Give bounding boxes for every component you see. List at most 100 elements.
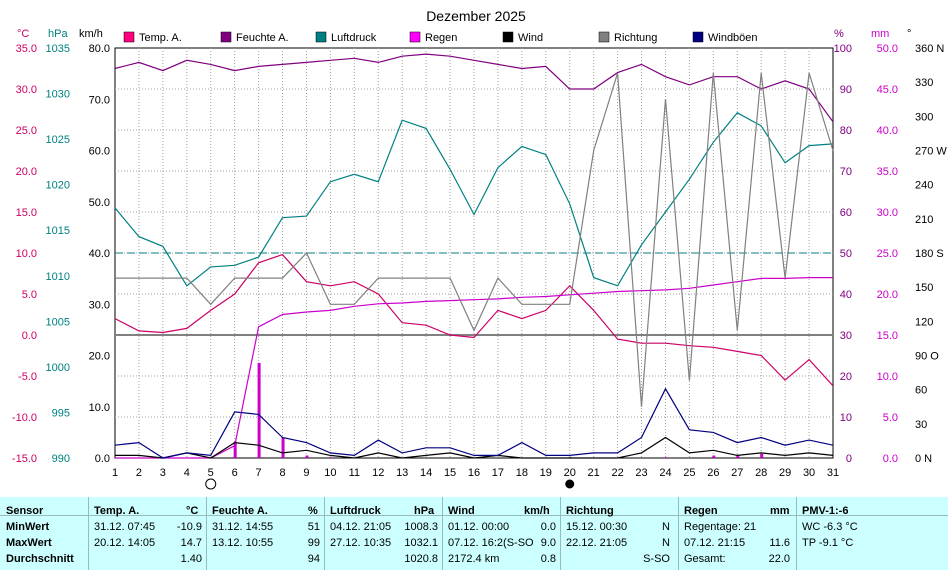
- wind-tick-label: 10.0: [89, 402, 110, 414]
- day-tick-label: 21: [588, 467, 600, 479]
- rain-tick-label: 5.0: [883, 412, 898, 424]
- full-moon-icon: [205, 478, 217, 490]
- rain-tick-label: 40.0: [877, 125, 898, 137]
- legend-label: Regen: [425, 32, 457, 44]
- stats-pressure-max: 1032.1: [404, 537, 438, 549]
- plot-grid: [114, 47, 834, 459]
- day-tick-label: 7: [256, 467, 262, 479]
- legend-label: Windböen: [708, 32, 758, 44]
- rain-tick-label: 20.0: [877, 289, 898, 301]
- rain-daily-bar: [712, 455, 716, 458]
- day-tick-label: 9: [303, 467, 309, 479]
- pressure-axis-unit: hPa: [48, 28, 68, 40]
- stats-table: Sensor MinWert MaxWert Durchschnitt Temp…: [0, 497, 948, 570]
- chart-title: Dezember 2025: [426, 8, 526, 24]
- day-tick-label: 20: [564, 467, 576, 479]
- stats-rain-days: Regentage: 21: [684, 521, 757, 533]
- pressure-tick-label: 1000: [46, 362, 70, 374]
- stats-temp-min: -10.9: [176, 521, 202, 533]
- stats-humidity-avg: 94: [307, 553, 320, 565]
- stats-humidity-max-time: 13.12. 10:55: [212, 537, 274, 549]
- stats-header-humidity: Feuchte A.: [212, 505, 268, 517]
- day-tick-label: 10: [324, 467, 336, 479]
- stats-unit-humidity: %: [308, 505, 318, 517]
- wind-tick-label: 50.0: [89, 197, 110, 209]
- chart-background: [0, 0, 948, 497]
- direction-tick-label: 300: [915, 111, 933, 123]
- stats-rain-total-label: Gesamt:: [684, 553, 726, 565]
- stats-sensor-label: Sensor: [6, 505, 44, 517]
- stats-header-wind: Wind: [448, 505, 475, 517]
- humidity-tick-label: 100: [834, 43, 852, 55]
- stats-header-direction: Richtung: [566, 505, 614, 517]
- legend-swatch: [123, 31, 135, 43]
- stats-direction-max-time: 22.12. 21:05: [566, 537, 628, 549]
- series-line-richtung: [115, 72, 834, 407]
- stats-header-pressure: Luftdruck: [330, 505, 381, 517]
- stats-pressure-min-time: 04.12. 21:05: [330, 521, 392, 533]
- legend-swatch: [692, 31, 704, 43]
- rain-tick-label: 10.0: [877, 371, 898, 383]
- humidity-axis-unit: %: [834, 28, 844, 40]
- direction-tick-label: 210: [915, 214, 933, 226]
- stats-row-label-min: MinWert: [6, 521, 50, 533]
- stats-wind-min: 0.0: [540, 521, 556, 533]
- stats-direction-avg: S-SO: [643, 553, 670, 565]
- stats-header-temp: Temp. A.: [94, 505, 140, 517]
- day-tick-label: 4: [184, 467, 190, 479]
- pressure-tick-label: 995: [52, 407, 70, 419]
- new-moon-icon: [565, 479, 575, 489]
- stats-divider: [796, 497, 797, 570]
- stats-row-label-max: MaxWert: [6, 537, 52, 549]
- stats-temp-max-time: 20.12. 14:05: [94, 537, 156, 549]
- stats-divider: [88, 497, 89, 570]
- direction-tick-label: 150: [915, 282, 933, 294]
- direction-tick-label: 60: [915, 385, 927, 397]
- day-tick-label: 31: [827, 467, 839, 479]
- pressure-tick-label: 1015: [46, 225, 70, 237]
- legend-label: Luftdruck: [331, 32, 377, 44]
- direction-tick-label: 270 W: [915, 146, 947, 158]
- rain-tick-label: 30.0: [877, 207, 898, 219]
- stats-rain-max-time: 07.12. 21:15: [684, 537, 746, 549]
- stats-temp-min-time: 31.12. 07:45: [94, 521, 156, 533]
- stats-unit-pressure: hPa: [414, 505, 435, 517]
- rain-daily-bar: [233, 441, 237, 458]
- day-tick-label: 30: [803, 467, 815, 479]
- temp-tick-label: 20.0: [16, 166, 37, 178]
- legend-label: Wind: [518, 32, 543, 44]
- stats-row-label-avg: Durchschnitt: [6, 553, 74, 565]
- stats-humidity-min: 51: [307, 521, 320, 533]
- day-tick-label: 12: [372, 467, 384, 479]
- rain-daily-bar: [664, 457, 668, 458]
- stats-divider: [560, 497, 561, 570]
- day-tick-label: 29: [779, 467, 791, 479]
- temp-tick-label: -15.0: [12, 453, 37, 465]
- stats-pressure-max-time: 27.12. 10:35: [330, 537, 392, 549]
- rain-tick-label: 25.0: [877, 248, 898, 260]
- day-tick-label: 19: [540, 467, 552, 479]
- day-tick-label: 22: [611, 467, 623, 479]
- day-tick-label: 8: [279, 467, 285, 479]
- stats-temp-max: 14.7: [180, 537, 202, 549]
- rain-daily-bar: [281, 437, 285, 458]
- humidity-tick-label: 10: [840, 412, 852, 424]
- day-tick-label: 14: [420, 467, 432, 479]
- stats-header-rain: Regen: [684, 505, 718, 517]
- day-tick-label: 25: [683, 467, 695, 479]
- rain-axis-unit: mm: [871, 28, 889, 40]
- humidity-tick-label: 20: [840, 371, 852, 383]
- stats-wind-avg: 0.8: [540, 553, 556, 565]
- humidity-tick-label: 40: [840, 289, 852, 301]
- day-tick-label: 27: [731, 467, 743, 479]
- stats-wind-max: 9.0: [540, 537, 556, 549]
- rain-daily-bar: [760, 453, 764, 458]
- stats-wind-distance: 2172.4 km: [448, 553, 500, 565]
- day-tick-label: 23: [635, 467, 647, 479]
- pressure-tick-label: 1005: [46, 316, 70, 328]
- stats-wind-max-time: 07.12. 16:2(S-SO: [448, 537, 534, 549]
- stats-unit-rain: mm: [770, 505, 790, 517]
- day-tick-label: 2: [136, 467, 142, 479]
- wind-tick-label: 40.0: [89, 248, 110, 260]
- rain-tick-label: 0.0: [883, 453, 898, 465]
